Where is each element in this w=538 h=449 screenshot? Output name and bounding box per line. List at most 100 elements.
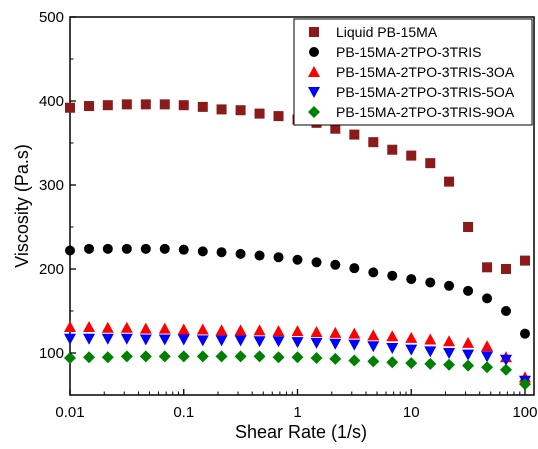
data-point-triangle-down: [196, 335, 209, 347]
data-point-triangle-up: [405, 331, 418, 343]
data-point-square: [425, 158, 436, 169]
legend-label: PB-15MA-2TPO-3TRIS-9OA: [336, 104, 515, 120]
data-point-circle: [216, 247, 227, 258]
data-point-triangle-up: [120, 321, 133, 333]
x-tick-label: 0.1: [173, 404, 194, 421]
data-point-triangle-up: [291, 325, 304, 337]
data-point-triangle-up: [424, 333, 437, 345]
legend-label: PB-15MA-2TPO-3TRIS-5OA: [336, 84, 515, 100]
data-point-diamond: [386, 356, 399, 369]
data-point-diamond: [424, 357, 437, 370]
data-point-square: [444, 176, 455, 187]
data-point-triangle-down: [83, 333, 96, 345]
data-point-circle: [501, 306, 512, 316]
data-point-square: [482, 262, 493, 273]
legend-label: PB-15MA-2TPO-3TRIS-3OA: [336, 64, 515, 80]
data-point-square: [178, 100, 189, 111]
data-point-triangle-up: [481, 340, 494, 352]
data-point-square: [368, 137, 379, 148]
data-point-diamond: [348, 354, 361, 367]
data-point-diamond: [518, 378, 531, 391]
data-point-square: [273, 111, 284, 122]
data-point-triangle-up: [367, 329, 380, 341]
data-point-triangle-up: [253, 324, 266, 336]
data-point-diamond: [64, 352, 76, 365]
legend-label: PB-15MA-2TPO-3TRIS: [336, 44, 481, 60]
data-point-circle: [121, 243, 132, 254]
data-point-triangle-down: [272, 336, 285, 348]
data-point-triangle-up: [272, 325, 285, 337]
data-point-circle: [444, 280, 455, 291]
series-circle: [65, 243, 530, 339]
data-point-diamond: [139, 350, 152, 363]
data-point-diamond: [481, 361, 494, 374]
data-point-triangle-down: [310, 337, 323, 349]
series-triangle-down: [64, 333, 531, 387]
data-point-triangle-down: [500, 354, 513, 366]
data-point-circle: [254, 250, 265, 261]
data-point-triangle-down: [443, 348, 456, 359]
data-point-square: [159, 99, 170, 110]
data-point-triangle-up: [83, 320, 96, 332]
y-tick-label: 500: [39, 9, 64, 26]
data-point-circle: [159, 243, 170, 254]
data-point-diamond: [443, 358, 456, 371]
data-point-diamond: [462, 359, 475, 372]
data-point-triangle-down: [308, 87, 320, 98]
data-point-triangle-down: [462, 349, 475, 361]
data-point-diamond: [196, 350, 209, 363]
series-diamond: [64, 350, 531, 391]
data-point-triangle-up: [443, 335, 456, 347]
data-point-triangle-up: [196, 323, 209, 335]
data-point-triangle-up: [308, 66, 320, 77]
data-point-square: [501, 264, 512, 274]
data-point-circle: [309, 47, 319, 57]
y-tick-label: 400: [39, 93, 64, 110]
data-point-circle: [519, 328, 530, 339]
data-point-square: [463, 222, 474, 232]
data-point-triangle-down: [215, 335, 228, 347]
y-tick-label: 100: [39, 345, 64, 362]
data-point-circle: [84, 243, 95, 254]
data-point-triangle-up: [158, 322, 171, 334]
x-tick-label: 1: [293, 404, 301, 421]
data-marks: [64, 99, 531, 391]
data-point-triangle-down: [64, 333, 76, 345]
x-axis-title: Shear Rate (1/s): [235, 422, 367, 442]
data-point-triangle-down: [348, 339, 361, 351]
data-point-square: [330, 123, 341, 134]
series-square: [65, 99, 530, 274]
data-point-triangle-up: [329, 326, 342, 338]
data-point-triangle-down: [481, 351, 494, 363]
data-point-triangle-down: [291, 337, 304, 349]
data-point-circle: [65, 245, 75, 256]
data-point-circle: [387, 270, 398, 281]
data-point-triangle-down: [386, 342, 399, 354]
data-point-square: [102, 100, 113, 111]
legend: Liquid PB-15MA PB-15MA-2TPO-3TRIS PB-15MA-…: [293, 18, 533, 126]
data-point-triangle-up: [348, 327, 361, 339]
data-point-triangle-down: [120, 333, 133, 345]
data-point-triangle-down: [234, 335, 247, 347]
data-point-triangle-up: [234, 324, 247, 336]
data-point-circle: [349, 263, 360, 274]
data-point-triangle-up: [462, 336, 475, 348]
data-point-triangle-up: [386, 330, 399, 342]
data-point-triangle-down: [139, 334, 152, 346]
data-point-square: [140, 99, 151, 110]
data-point-circle: [406, 274, 417, 285]
data-point-circle: [463, 285, 474, 296]
data-point-circle: [273, 252, 284, 263]
data-point-triangle-down: [101, 333, 114, 345]
data-point-circle: [235, 248, 246, 259]
y-axis-title: Viscosity (Pa.s): [12, 144, 32, 268]
data-point-diamond: [308, 106, 320, 118]
data-point-triangle-up: [101, 321, 114, 333]
data-point-diamond: [253, 350, 266, 363]
data-point-triangle-up: [177, 323, 190, 335]
data-point-diamond: [177, 350, 190, 363]
legend-box: [293, 18, 533, 126]
legend-label: Liquid PB-15MA: [336, 24, 438, 40]
data-point-diamond: [405, 357, 418, 370]
